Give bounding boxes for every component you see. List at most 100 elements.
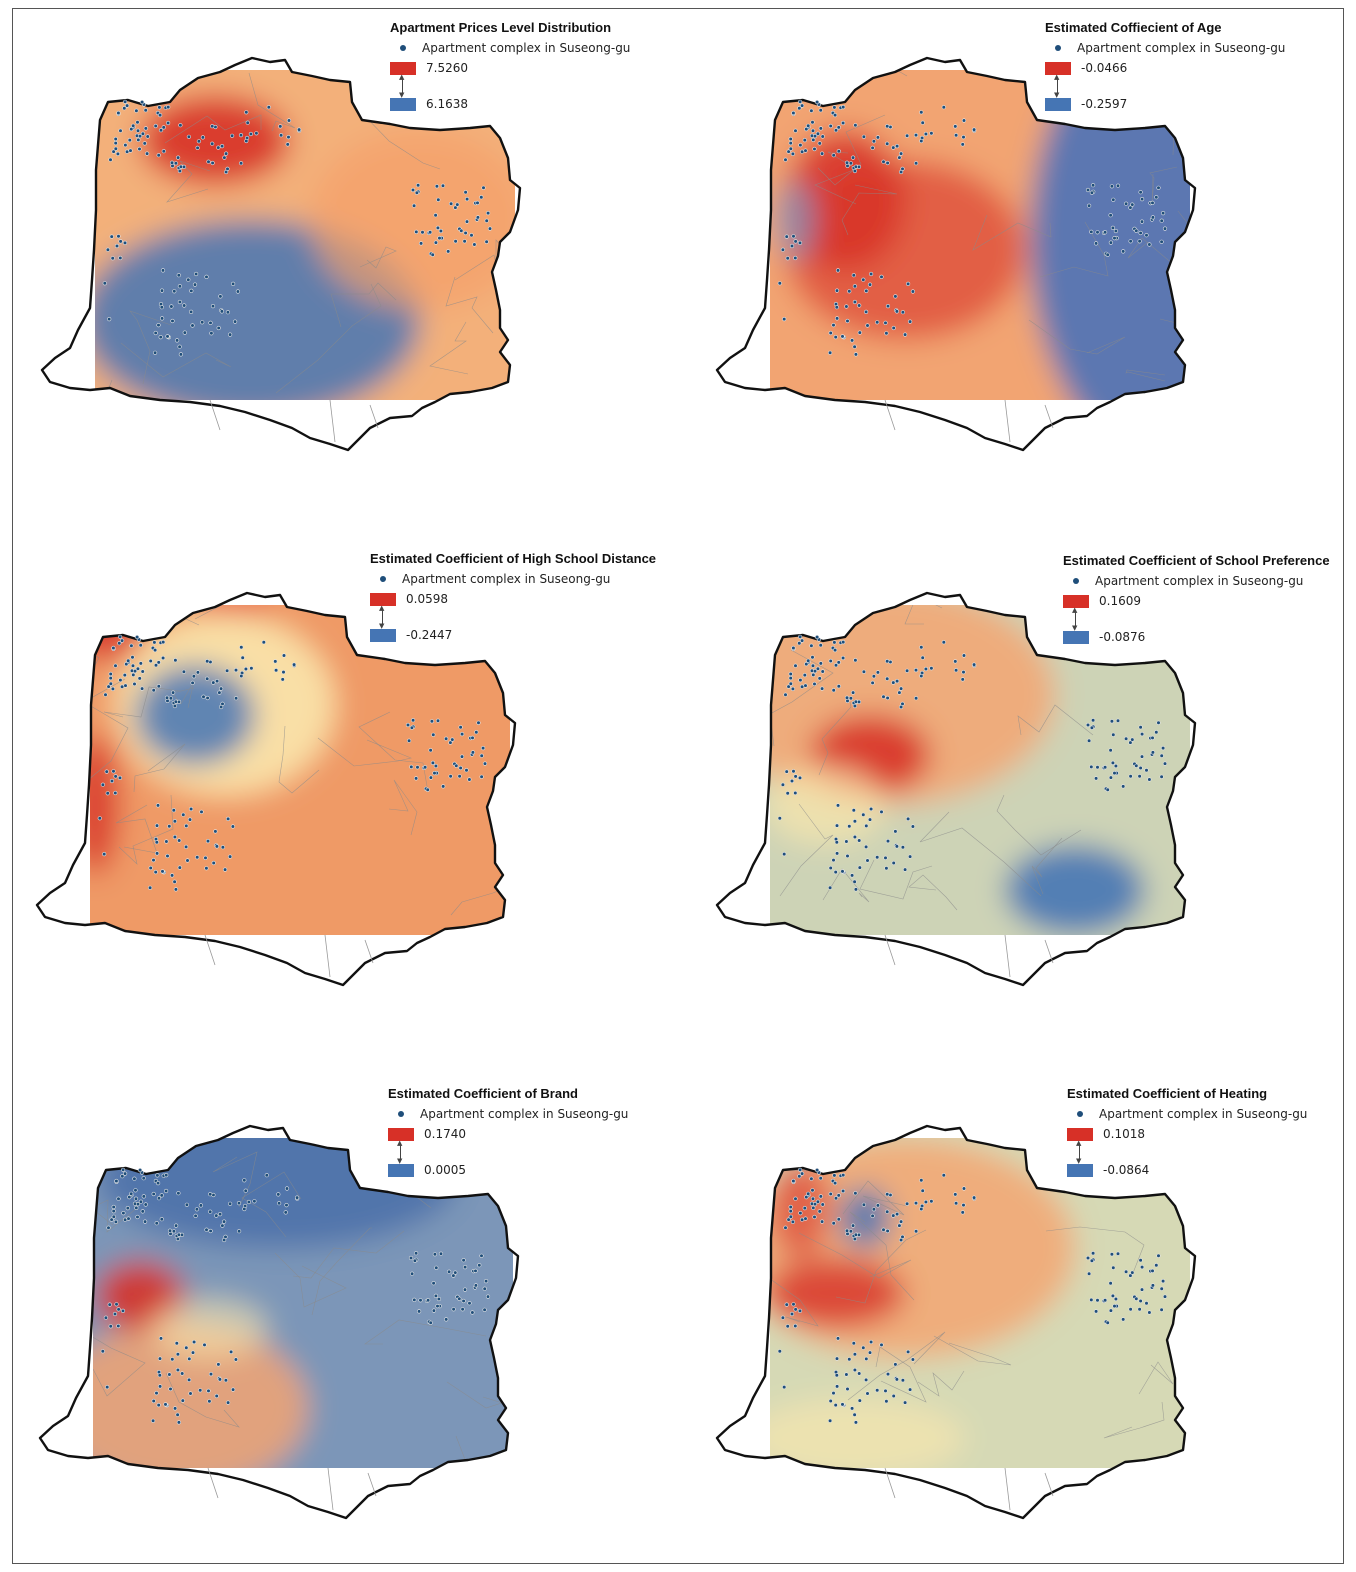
- map-title: Estimated Coffiecient of Age: [1045, 20, 1222, 35]
- legend-max-value: -0.0466: [1081, 61, 1128, 75]
- apartment-complex-point: [195, 670, 200, 675]
- apartment-complex-point: [836, 660, 841, 665]
- apartment-complex-point: [845, 1386, 850, 1392]
- surface-zone: [1005, 845, 1145, 935]
- apartment-complex-point: [192, 1339, 197, 1345]
- apartment-complex-point: [812, 133, 818, 139]
- apartment-complex-point: [448, 740, 453, 745]
- district-boundary: [1103, 1401, 1165, 1439]
- district-boundary: [358, 711, 429, 793]
- apartment-complex-point: [1130, 1270, 1135, 1275]
- high-swatch: [390, 61, 416, 75]
- apartment-complex-point: [244, 110, 249, 115]
- apartment-complex-point: [780, 782, 785, 787]
- apartment-complex-point: [134, 1205, 139, 1210]
- apartment-complex-point: [802, 138, 807, 143]
- apartment-complex-point: [1150, 750, 1156, 755]
- apartment-complex-point: [479, 753, 484, 758]
- apartment-complex-point: [450, 737, 455, 742]
- apartment-complex-point: [914, 1229, 919, 1234]
- apartment-complex-point: [791, 1302, 796, 1307]
- apartment-complex-point: [111, 769, 116, 774]
- apartment-complex-point: [793, 774, 798, 779]
- district-boundary: [275, 283, 382, 394]
- apartment-complex-point: [135, 1201, 141, 1207]
- district-boundary: [841, 184, 898, 236]
- apartment-complex-point: [417, 1309, 422, 1314]
- apartment-complex-point: [485, 1294, 491, 1299]
- range-arrow-icon: ▼: [370, 604, 396, 630]
- apartment-complex-point: [883, 1388, 888, 1394]
- apartment-complex-point: [174, 1223, 179, 1228]
- apartment-complex-point: [220, 144, 225, 149]
- apartment-complex-point: [177, 344, 182, 349]
- apartment-complex-point: [208, 1372, 214, 1377]
- apartment-complex-point: [869, 1339, 874, 1345]
- apartment-complex-point: [783, 692, 788, 697]
- apartment-complex-point: [474, 730, 479, 735]
- district-boundary: [884, 1467, 1054, 1511]
- district-boundary: [241, 1171, 302, 1238]
- apartment-complex-point: [906, 1349, 911, 1355]
- range-arrow-icon: ▼: [390, 73, 416, 99]
- district-boundary: [118, 794, 174, 865]
- district-boundary: [364, 1319, 487, 1345]
- apartment-complex-point: [178, 164, 183, 169]
- apartment-complex-point: [881, 1227, 886, 1232]
- apartment-complex-point: [141, 1194, 146, 1199]
- apartment-complex-point: [479, 195, 484, 200]
- apartment-complex-point: [1137, 239, 1142, 244]
- legend-point-label: Apartment complex in Suseong-gu: [420, 1107, 629, 1121]
- apartment-complex-point: [127, 138, 132, 143]
- apartment-complex-point: [167, 824, 172, 829]
- apartment-complex-point: [286, 118, 292, 123]
- apartment-complex-point: [828, 123, 833, 129]
- apartment-complex-point: [1150, 1283, 1156, 1288]
- apartment-complex-point: [237, 1229, 242, 1234]
- apartment-complex-point: [479, 774, 484, 779]
- apartment-complex-point: [416, 183, 421, 188]
- apartment-complex-point: [195, 145, 200, 150]
- apartment-complex-point: [208, 1228, 213, 1234]
- apartment-complex-point: [277, 1201, 282, 1206]
- apartment-complex-point: [113, 663, 118, 668]
- apartment-complex-point: [857, 1398, 862, 1403]
- apartment-complex-point: [790, 151, 795, 156]
- apartment-complex-point: [851, 155, 856, 160]
- apartment-complex-point: [100, 782, 105, 787]
- apartment-complex-point: [799, 638, 805, 643]
- apartment-complex-point: [875, 135, 880, 140]
- apartment-complex-point: [176, 155, 181, 160]
- apartment-complex-point: [459, 754, 465, 759]
- apartment-complex-point: [132, 668, 138, 674]
- point-symbol-icon: [380, 576, 386, 582]
- district-boundary: [311, 1227, 372, 1316]
- apartment-complex-point: [233, 1357, 238, 1362]
- map-canvas: [715, 591, 1197, 987]
- apartment-complex-point: [1089, 190, 1095, 195]
- surface-zone: [310, 130, 515, 310]
- apartment-complex-point: [172, 879, 177, 884]
- apartment-complex-point: [885, 304, 891, 309]
- apartment-complex-point: [865, 858, 870, 863]
- apartment-complex-point: [884, 1399, 889, 1404]
- apartment-complex-point: [811, 1205, 816, 1210]
- apartment-complex-point: [817, 141, 822, 146]
- apartment-complex-point: [252, 1199, 257, 1204]
- apartment-complex-point: [953, 124, 958, 129]
- apartment-complex-point: [827, 885, 833, 890]
- district-boundary: [1138, 1361, 1174, 1395]
- surface-zone: [148, 1298, 268, 1358]
- apartment-complex-point: [1128, 1307, 1133, 1312]
- district-boundary: [859, 859, 933, 900]
- apartment-complex-point: [446, 249, 451, 254]
- apartment-complex-point: [900, 845, 905, 850]
- apartment-complex-point: [428, 775, 434, 780]
- apartment-complex-point: [438, 1251, 444, 1256]
- apartment-complex-point: [123, 143, 128, 148]
- apartment-complex-point: [1138, 1298, 1143, 1304]
- apartment-complex-point: [117, 775, 123, 780]
- apartment-complex-point: [895, 1212, 900, 1217]
- apartment-complex-point: [113, 790, 118, 796]
- apartment-complex-point: [435, 225, 441, 230]
